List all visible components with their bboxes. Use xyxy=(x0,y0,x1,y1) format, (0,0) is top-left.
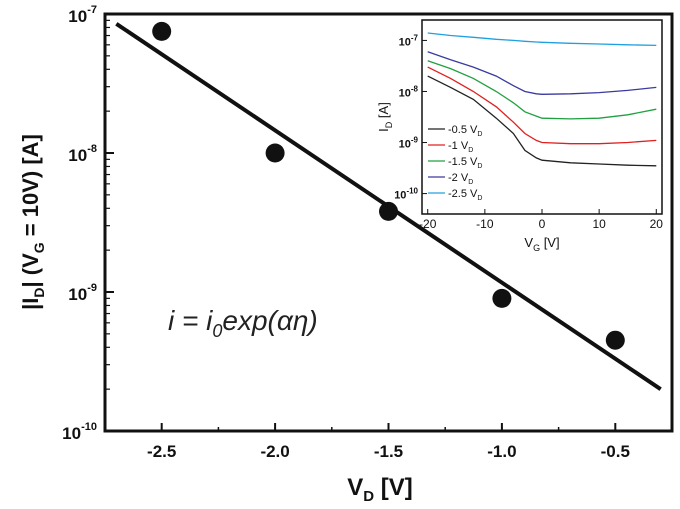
inset-x-tick-label: -10 xyxy=(476,217,494,231)
inset-y-tick-label: 10-9 xyxy=(399,136,419,151)
inset-legend-label-sub: D xyxy=(477,195,482,202)
main-y-axis: 10-710-810-910-10 xyxy=(62,4,114,443)
inset-x-tick-label: -20 xyxy=(419,217,437,231)
main-ylabel-sub2: G xyxy=(31,242,47,253)
main-x-axis: -2.5 -2.0 -1.5 -1.0 -0.5 xyxy=(104,423,673,461)
main-y-tick-label-exponent: -7 xyxy=(87,4,97,16)
main-xlabel-tail: [V] xyxy=(374,474,413,501)
main-ylabel-p3: = 10V) [A] xyxy=(18,134,43,242)
inset-xlabel-sub: G xyxy=(533,243,540,253)
main-x-tick-label: -0.5 xyxy=(601,442,630,461)
inset-x-tick-label: 10 xyxy=(592,217,606,231)
inset-legend: -0.5 VD-1 VD-1.5 VD-2 VD-2.5 VD xyxy=(428,124,482,202)
inset-legend-label: -0.5 VD xyxy=(448,124,482,138)
main-x-axis-label: VD [V] xyxy=(347,474,413,505)
main-data-points xyxy=(152,21,625,350)
main-x-tick-label: -1.0 xyxy=(487,442,516,461)
inset-ylabel-main: I xyxy=(376,128,391,132)
inset-legend-label-sub: D xyxy=(468,179,473,186)
inset-y-tick-label-base: 10 xyxy=(399,139,411,151)
inset-legend-label-text: -0.5 V xyxy=(448,124,478,136)
inset-y-tick-label-exponent: -9 xyxy=(411,136,419,145)
inset-y-tick-label-base: 10 xyxy=(394,190,406,202)
inset-legend-label-sub: D xyxy=(468,147,473,154)
inset-legend-label-sub: D xyxy=(477,163,482,170)
inset-ylabel-tail: [A] xyxy=(376,102,391,122)
inset-legend-label-text: -1.5 V xyxy=(448,156,478,168)
inset-series-line xyxy=(427,51,657,95)
main-x-tick-label: -1.5 xyxy=(374,442,403,461)
inset-x-axis-label: VG [V] xyxy=(524,235,559,253)
main-ylabel-sub1: D xyxy=(31,287,47,297)
main-y-tick-label: 10-9 xyxy=(68,282,97,304)
inset-series-line xyxy=(427,60,657,120)
main-y-axis-label: |ID| (VG = 10V) [A] xyxy=(18,134,47,310)
inset-x-axis: -20 -10 0 10 20 xyxy=(419,209,663,231)
inset-legend-label: -2 VD xyxy=(448,172,473,186)
inset-y-tick-label-exponent: -7 xyxy=(411,33,419,42)
inset-legend-label: -1 VD xyxy=(448,140,473,154)
inset-ylabel-sub: D xyxy=(384,121,394,128)
equation-part2: exp(αη) xyxy=(222,305,317,336)
inset-legend-label-text: -2.5 V xyxy=(448,188,478,200)
inset-x-tick-label: 0 xyxy=(539,217,546,231)
inset-plot-frame xyxy=(421,19,663,215)
main-y-tick-label-base: 10 xyxy=(68,7,87,26)
main-y-tick-label-base: 10 xyxy=(62,424,81,443)
inset-series-line xyxy=(427,75,657,167)
inset-y-axis: 10-710-810-910-10 xyxy=(394,33,427,202)
inset-series-lines xyxy=(427,32,657,167)
inset-legend-label-text: -2 V xyxy=(448,172,469,184)
main-data-point xyxy=(265,143,285,163)
main-ylabel-p1: |I xyxy=(18,298,43,310)
main-data-point xyxy=(152,21,172,41)
main-y-tick-label-exponent: -9 xyxy=(87,282,97,294)
main-chart: -2.5 -2.0 -1.5 -1.0 -0.5 10-710-810-910-10 V… xyxy=(18,4,674,505)
main-y-tick-label-base: 10 xyxy=(68,285,87,304)
inset-chart: -20 -10 0 10 20 10-710-810-910-10 -0.5 VD-1 … xyxy=(376,19,663,253)
equation-annotation: i = i0exp(αη) xyxy=(168,305,318,341)
inset-y-tick-label: 10-7 xyxy=(399,33,419,48)
main-x-tick-label: -2.0 xyxy=(260,442,289,461)
inset-y-tick-label-base: 10 xyxy=(399,36,411,48)
inset-y-tick-label-base: 10 xyxy=(399,87,411,99)
main-y-tick-label: 10-7 xyxy=(68,4,97,26)
inset-legend-label: -2.5 VD xyxy=(448,188,482,202)
inset-series-line xyxy=(427,32,657,47)
equation-part1: i = i xyxy=(168,305,213,336)
inset-y-axis-label: ID [A] xyxy=(376,102,394,132)
main-data-point xyxy=(492,288,512,308)
inset-x-tick-label: 20 xyxy=(650,217,664,231)
main-xlabel-sub: D xyxy=(363,488,374,505)
main-data-point xyxy=(379,201,398,221)
inset-legend-label-text: -1 V xyxy=(448,140,469,152)
main-y-tick-label-exponent: -8 xyxy=(87,143,97,155)
inset-y-tick-label-exponent: -10 xyxy=(406,187,418,196)
main-data-point xyxy=(605,330,625,350)
inset-xlabel-tail: [V] xyxy=(540,235,560,250)
inset-y-tick-label-exponent: -8 xyxy=(411,84,419,93)
inset-legend-label-sub: D xyxy=(477,131,482,138)
inset-xlabel-main: V xyxy=(524,235,533,250)
main-y-tick-label: 10-10 xyxy=(62,421,97,443)
main-x-tick-label: -2.5 xyxy=(147,442,176,461)
inset-legend-label: -1.5 VD xyxy=(448,156,482,170)
equation-subscript: 0 xyxy=(212,321,222,341)
main-y-tick-label-exponent: -10 xyxy=(81,421,97,433)
main-y-tick-label-base: 10 xyxy=(68,146,87,165)
main-xlabel-main: V xyxy=(347,474,363,501)
main-y-tick-label: 10-8 xyxy=(68,143,97,165)
inset-y-tick-label: 10-10 xyxy=(394,187,418,202)
main-ylabel-p2: | (V xyxy=(18,253,43,288)
inset-series-line xyxy=(427,66,657,145)
inset-y-tick-label: 10-8 xyxy=(399,84,419,99)
